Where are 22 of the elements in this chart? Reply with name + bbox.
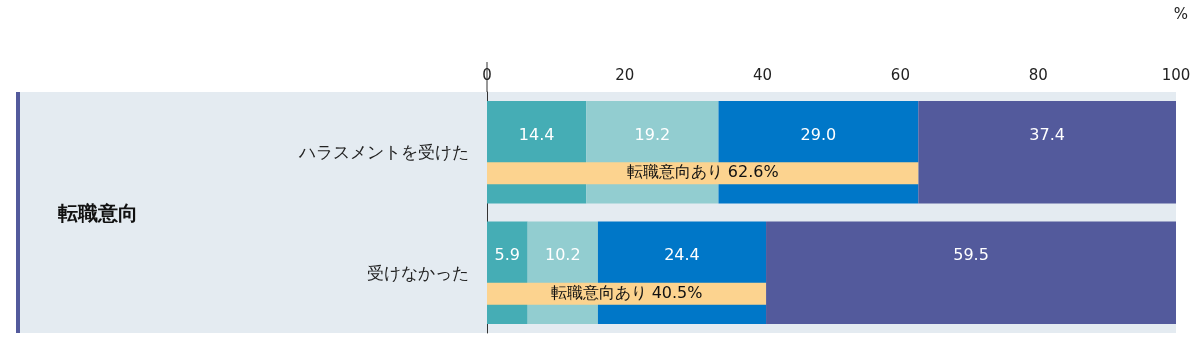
data-label: 37.4: [1029, 124, 1065, 144]
data-label: 14.4: [518, 124, 555, 144]
x-tick-label: 100: [1161, 65, 1191, 84]
x-tick-label: 40: [753, 65, 773, 84]
data-label: 19.2: [634, 124, 671, 144]
text: 転職意向: [58, 200, 138, 227]
y-tick-label: ハラスメントを受けた: [298, 142, 469, 163]
data-label: 5.9: [494, 245, 521, 265]
y-tick-label: 受けなかった: [367, 262, 469, 283]
data-label: 29.0: [800, 124, 837, 144]
bar: [766, 221, 1176, 324]
x-tick-label: 80: [1028, 65, 1048, 84]
data-label: 10.2: [544, 245, 581, 265]
x-tick-label: 60: [890, 65, 910, 84]
data-label: 59.5: [953, 245, 989, 265]
band-label: 転職意向あり 40.5%: [550, 282, 703, 304]
x-tick-label: 0: [482, 65, 492, 84]
x-tick-label: 20: [615, 65, 635, 84]
data-label: 24.4: [664, 245, 700, 265]
band-label: 転職意向あり 62.6%: [626, 162, 779, 184]
bar: [918, 101, 1176, 204]
x-axis-title: %: [1173, 4, 1189, 23]
